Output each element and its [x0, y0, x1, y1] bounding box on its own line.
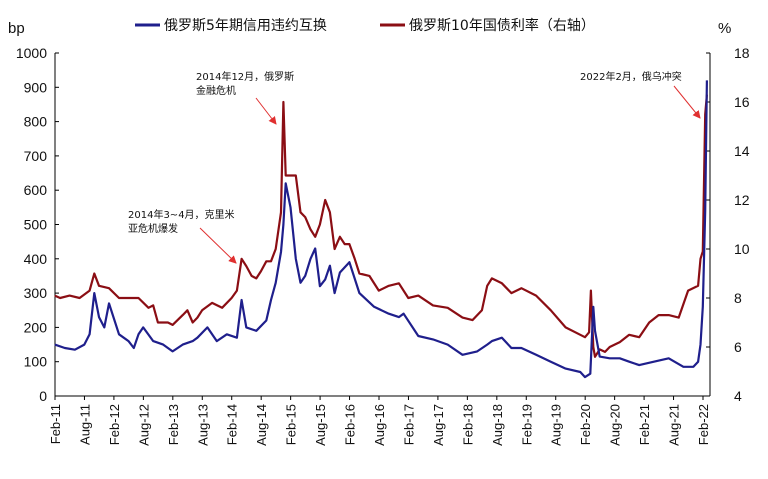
annotation-russia-ukraine-line-1: 2022年2月，俄乌冲突 [580, 70, 682, 83]
series-line-cds [54, 80, 708, 379]
right-tick-label: 10 [734, 241, 750, 257]
left-tick-label: 500 [24, 217, 48, 233]
x-tick-label: Aug-11 [77, 404, 92, 445]
right-tick-label: 8 [734, 290, 742, 306]
legend: 俄罗斯5年期信用违约互换 俄罗斯10年国债利率（右轴） [135, 17, 595, 34]
right-tick-label: 6 [734, 339, 742, 355]
x-tick-label: Aug-13 [195, 404, 210, 446]
x-tick-label: Feb-21 [637, 404, 652, 445]
x-tick-label: Aug-12 [136, 404, 151, 446]
right-axis-unit: % [718, 20, 731, 37]
x-tick-label: Feb-19 [519, 404, 534, 445]
left-tick-label: 0 [39, 388, 47, 404]
right-axis-ticks: 4 6 8 10 12 14 16 18 [706, 45, 750, 404]
x-tick-label: Feb-11 [48, 404, 63, 444]
annotation-financial-crisis: 2014年12月，俄罗斯 金融危机 [196, 70, 294, 125]
x-tick-label: Feb-14 [225, 404, 240, 445]
series-layer [54, 80, 708, 379]
right-tick-label: 14 [734, 143, 750, 159]
annotation-financial-crisis-line-2: 金融危机 [196, 84, 236, 97]
annotation-crimea: 2014年3~4月，克里米 亚危机爆发 [128, 208, 237, 264]
x-tick-label: Feb-16 [343, 404, 358, 445]
right-tick-label: 12 [734, 192, 750, 208]
annotation-crimea-line-2: 亚危机爆发 [128, 222, 178, 235]
x-tick-label: Aug-15 [313, 404, 328, 446]
left-tick-label: 400 [24, 251, 48, 267]
annotation-financial-crisis-line-1: 2014年12月，俄罗斯 [196, 70, 294, 83]
annotation-financial-crisis-arrow [255, 97, 277, 125]
left-tick-label: 900 [24, 79, 48, 95]
x-tick-label: Feb-18 [460, 404, 475, 445]
right-tick-label: 16 [734, 94, 750, 110]
annotation-russia-ukraine: 2022年2月，俄乌冲突 [580, 70, 701, 119]
left-tick-label: 200 [24, 319, 48, 335]
x-tick-label: Aug-14 [254, 404, 269, 446]
annotation-russia-ukraine-arrow [673, 85, 701, 119]
x-tick-label: Feb-15 [284, 404, 299, 445]
left-tick-label: 600 [24, 182, 48, 198]
x-tick-label: Aug-21 [667, 404, 682, 446]
x-tick-label: Feb-13 [166, 404, 181, 445]
x-tick-label: Feb-20 [578, 404, 593, 445]
right-tick-label: 4 [734, 388, 742, 404]
x-tick-label: Feb-22 [696, 404, 711, 445]
annotation-crimea-line-1: 2014年3~4月，克里米 [128, 208, 235, 221]
left-tick-label: 100 [24, 354, 48, 370]
left-axis-unit: bp [8, 20, 25, 37]
legend-label-bond-yield: 俄罗斯10年国债利率（右轴） [409, 17, 595, 34]
left-tick-label: 300 [24, 285, 48, 301]
legend-label-cds: 俄罗斯5年期信用违约互换 [164, 17, 327, 34]
left-tick-label: 700 [24, 148, 48, 164]
x-tick-label: Aug-18 [490, 404, 505, 446]
right-tick-label: 18 [734, 45, 750, 61]
x-tick-label: Aug-16 [372, 404, 387, 446]
x-tick-label: Feb-12 [107, 404, 122, 445]
left-axis-ticks: 0 100 200 300 400 500 600 700 800 900 1000 [16, 45, 59, 404]
x-tick-label: Aug-19 [549, 404, 564, 446]
x-tick-label: Feb-17 [401, 404, 416, 445]
annotation-crimea-arrow [199, 227, 237, 264]
left-tick-label: 1000 [16, 45, 47, 61]
left-tick-label: 800 [24, 114, 48, 130]
x-tick-label: Aug-20 [608, 404, 623, 446]
x-axis-ticks: Feb-11 Aug-11 Feb-12 Aug-12 Feb-13 Aug-13 Feb-… [48, 396, 711, 446]
x-tick-label: Aug-17 [431, 404, 446, 446]
